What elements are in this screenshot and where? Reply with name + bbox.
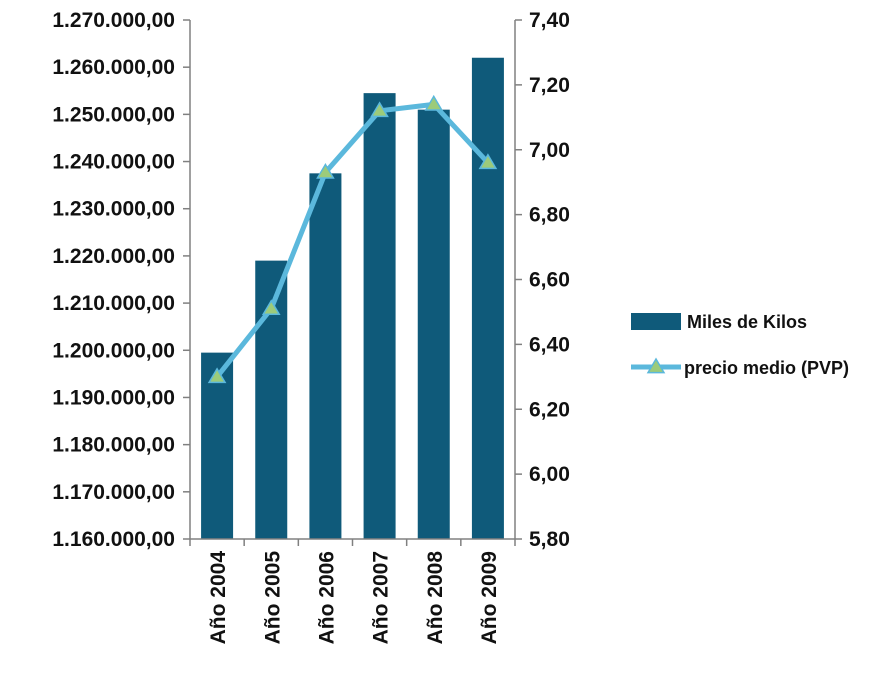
right-tick-label: 7,40	[529, 9, 570, 32]
category-labels: Año 2004 Año 2005 Año 2006 Año 2007 Año 2008…	[207, 551, 501, 645]
right-tick-label: 7,20	[529, 74, 570, 97]
bar	[201, 352, 234, 539]
left-tick-label: 1.260.000,00	[52, 56, 175, 79]
right-tick-label: 7,00	[529, 139, 570, 162]
left-tick-label: 1.170.000,00	[52, 481, 175, 504]
price-marker	[478, 153, 498, 170]
right-tick-label: 5,80	[529, 528, 570, 551]
left-tick-label: 1.190.000,00	[52, 386, 175, 409]
bar	[417, 109, 450, 540]
price-marker	[370, 101, 389, 118]
category-label: Año 2004	[207, 551, 230, 645]
left-tick-label: 1.220.000,00	[52, 245, 175, 268]
category-label: Año 2005	[261, 551, 284, 645]
price-marker	[207, 367, 227, 384]
right-tick-label: 6,60	[529, 269, 570, 292]
left-tick-label: 1.240.000,00	[52, 151, 175, 174]
left-tick-label: 1.270.000,00	[52, 9, 175, 32]
left-tick-label: 1.180.000,00	[52, 434, 175, 457]
price-line	[214, 101, 491, 380]
bar-series	[201, 57, 504, 540]
legend: Miles de Kilos precio medio (PVP)	[631, 312, 849, 378]
legend-label-bars: Miles de Kilos	[687, 312, 807, 332]
axes	[189, 20, 516, 546]
right-tick-label: 6,40	[529, 333, 570, 356]
left-axis-ticks: 1.160.000,00 1.170.000,00 1.180.000,00 1.19…	[52, 9, 190, 551]
bar	[309, 173, 342, 539]
left-tick-label: 1.200.000,00	[52, 339, 175, 362]
left-tick-label: 1.210.000,00	[52, 292, 175, 315]
legend-bar-swatch	[631, 313, 681, 330]
price-marker	[261, 299, 281, 316]
right-axis-ticks: 5,80 6,00 6,20 6,40 6,60 6,80 7,00 7,20 7,40	[515, 9, 570, 551]
price-marker	[424, 94, 444, 111]
category-label: Año 2006	[315, 551, 338, 644]
left-tick-label: 1.250.000,00	[52, 103, 175, 126]
legend-line-marker	[646, 357, 666, 374]
category-label: Año 2008	[424, 551, 447, 645]
price-marker	[316, 162, 335, 179]
category-label: Año 2007	[370, 551, 393, 644]
legend-label-line: precio medio (PVP)	[684, 358, 849, 378]
line-series	[207, 94, 498, 384]
right-tick-label: 6,80	[529, 204, 570, 227]
right-tick-label: 6,00	[529, 463, 570, 486]
right-tick-label: 6,20	[529, 398, 570, 421]
bar	[471, 57, 504, 539]
bar	[363, 93, 396, 539]
category-label: Año 2009	[478, 551, 501, 644]
left-tick-label: 1.230.000,00	[52, 198, 175, 221]
left-tick-label: 1.160.000,00	[52, 528, 175, 551]
